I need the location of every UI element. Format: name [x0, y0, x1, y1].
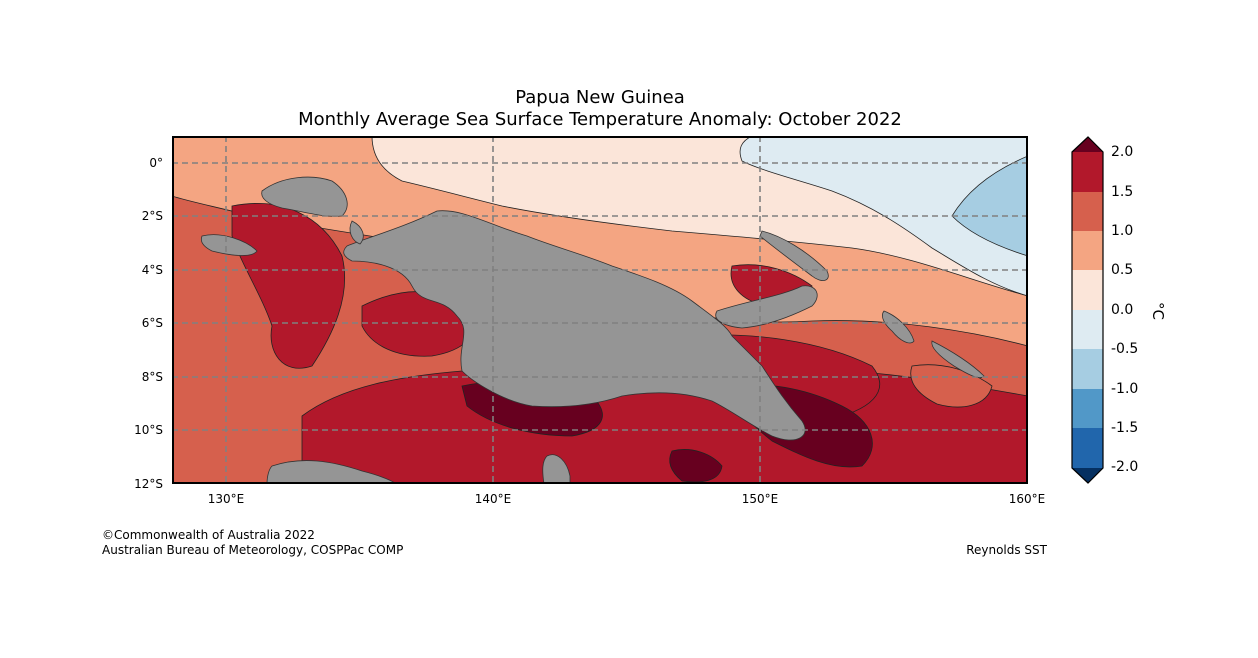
anomaly-zone-northeast-cool — [739, 136, 1028, 297]
australia-north-coast — [266, 460, 398, 484]
new-britain-island — [715, 285, 818, 329]
colorbar-label: 2.0 — [1111, 144, 1134, 160]
colorbar-label: -1.5 — [1111, 420, 1139, 436]
sst-anomaly-map — [172, 136, 1028, 484]
colorbar-label: 1.0 — [1111, 223, 1134, 239]
colorbar-extend-max — [1072, 137, 1103, 152]
colorbar-band-neg1.5-neg1.0 — [1072, 389, 1103, 428]
colorbar-band-neg0.5-0.0 — [1072, 310, 1103, 349]
colorbar-label: -0.5 — [1111, 341, 1139, 357]
map-frame — [172, 136, 1028, 484]
agency-text: Australian Bureau of Meteorology, COSPPa… — [102, 543, 404, 557]
lat-tick-label: 0° — [149, 156, 163, 170]
colorbar-band-1.5-2.0 — [1072, 152, 1103, 192]
lat-tick-label: 8°S — [141, 370, 163, 384]
lat-tick-label: 2°S — [141, 209, 163, 223]
dataset-text: Reynolds SST — [966, 543, 1047, 557]
colorbar-label: 0.5 — [1111, 262, 1134, 278]
colorbar-unit: °C — [1149, 302, 1167, 320]
colorbar-label: 0.0 — [1111, 302, 1134, 318]
lon-tick-label: 130°E — [207, 492, 245, 506]
colorbar-band-1.0-1.5 — [1072, 192, 1103, 231]
lon-tick-label: 150°E — [741, 492, 779, 506]
solomon-islands — [931, 340, 985, 379]
copyright-text: ©Commonwealth of Australia 2022 — [102, 528, 315, 542]
new-guinea-island — [343, 210, 806, 441]
chart-title-line2: Monthly Average Sea Surface Temperature … — [298, 109, 902, 130]
torres-strait-land — [542, 454, 571, 484]
anomaly-zone-west-hot — [231, 203, 346, 369]
lat-tick-label: 12°S — [134, 477, 163, 491]
colorbar — [1071, 136, 1104, 484]
lon-tick-label: 160°E — [1008, 492, 1046, 506]
lat-tick-label: 10°S — [134, 423, 163, 437]
colorbar-band-0.5-1.0 — [1072, 231, 1103, 270]
colorbar-band-neg1.0-neg0.5 — [1072, 349, 1103, 389]
lat-tick-label: 6°S — [141, 316, 163, 330]
colorbar-label: -2.0 — [1111, 459, 1139, 475]
colorbar-label: -1.0 — [1111, 381, 1139, 397]
gridlines — [172, 136, 1028, 484]
colorbar-label: 1.5 — [1111, 184, 1134, 200]
lat-tick-label: 4°S — [141, 263, 163, 277]
colorbar-band-neg2.0-neg1.5 — [1072, 428, 1103, 468]
colorbar-band-0.0-0.5 — [1072, 270, 1103, 310]
west-islands — [349, 220, 364, 245]
anomaly-zone-southwest-extreme — [669, 449, 723, 483]
seram-island — [200, 234, 258, 256]
chart-title-line1: Papua New Guinea — [515, 87, 685, 108]
lon-tick-label: 140°E — [474, 492, 512, 506]
colorbar-extend-min — [1072, 468, 1103, 483]
new-ireland-island — [759, 230, 829, 281]
